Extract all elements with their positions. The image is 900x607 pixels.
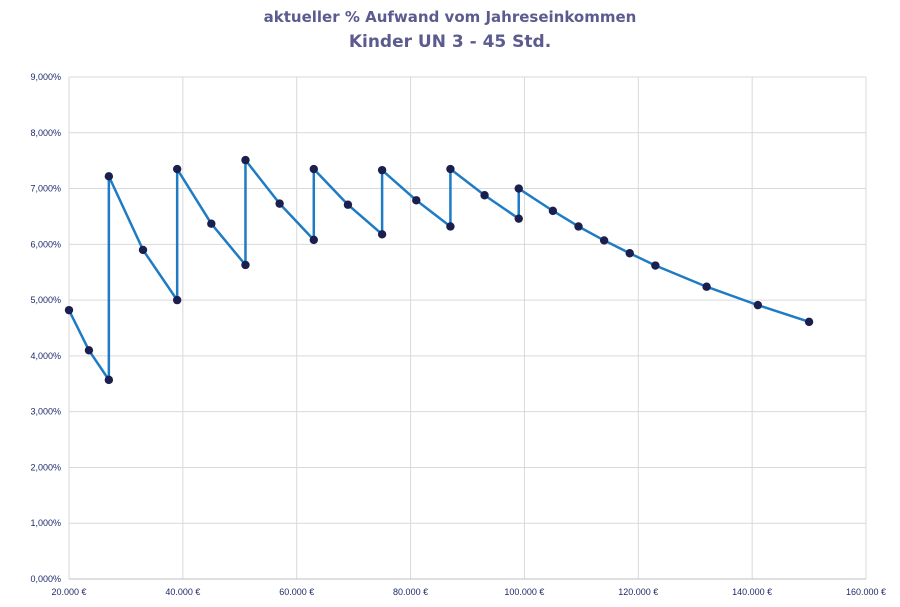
y-tick-label: 2,000%: [30, 462, 61, 472]
y-tick-label: 5,000%: [30, 295, 61, 305]
data-point: [446, 222, 455, 231]
chart-subtitle: Kinder UN 3 - 45 Std.: [348, 32, 552, 52]
data-point: [309, 164, 318, 174]
data-point: [514, 214, 523, 223]
y-tick-label: 0,000%: [30, 574, 61, 584]
data-point: [625, 249, 634, 258]
data-point: [241, 155, 250, 165]
x-tick-label: 80.000 €: [393, 587, 428, 597]
series-layer: [67, 158, 810, 382]
data-point: [377, 165, 387, 175]
data-point: [651, 261, 660, 270]
x-tick-label: 20.000 €: [51, 587, 86, 597]
data-point: [574, 222, 583, 231]
data-point: [412, 196, 421, 205]
data-point: [207, 219, 216, 228]
data-point: [446, 164, 455, 174]
data-point: [104, 375, 114, 385]
y-tick-label: 6,000%: [30, 239, 61, 249]
y-tick-label: 4,000%: [30, 351, 61, 361]
data-point: [514, 184, 523, 193]
x-tick-label: 120.000 €: [618, 587, 658, 597]
y-tick-label: 1,000%: [30, 518, 61, 528]
x-tick-label: 40.000 €: [165, 587, 200, 597]
data-point: [172, 295, 182, 305]
data-point: [480, 191, 489, 200]
series-line: [67, 158, 810, 382]
y-tick-label: 8,000%: [30, 128, 61, 138]
y-tick-label: 9,000%: [30, 72, 61, 82]
data-point: [804, 317, 814, 327]
x-tick-label: 60.000 €: [279, 587, 314, 597]
data-point: [241, 260, 250, 270]
axis-layer: 0,000% 1,000% 2,000% 3,000% 4,000% 5,000% 6,00…: [30, 72, 886, 597]
marker-layer: [64, 155, 814, 385]
data-point: [104, 172, 114, 181]
data-point: [64, 305, 74, 315]
data-point: [138, 245, 148, 255]
data-point: [548, 206, 558, 216]
chart-title: aktueller % Aufwand vom Jahreseinkommen: [263, 8, 637, 26]
data-point: [599, 236, 609, 245]
x-tick-label: 100.000 €: [504, 587, 544, 597]
data-point: [753, 300, 763, 310]
x-tick-label: 140.000 €: [732, 587, 772, 597]
y-tick-label: 7,000%: [30, 184, 61, 194]
data-point: [172, 164, 182, 174]
data-point: [702, 282, 711, 291]
data-point: [309, 235, 318, 245]
data-point: [275, 199, 284, 208]
data-point: [377, 230, 387, 239]
x-tick-label: 160.000 €: [846, 587, 886, 597]
data-point: [84, 346, 94, 355]
data-point: [343, 200, 353, 209]
y-tick-label: 3,000%: [30, 407, 61, 417]
grid-layer: [68, 76, 867, 580]
